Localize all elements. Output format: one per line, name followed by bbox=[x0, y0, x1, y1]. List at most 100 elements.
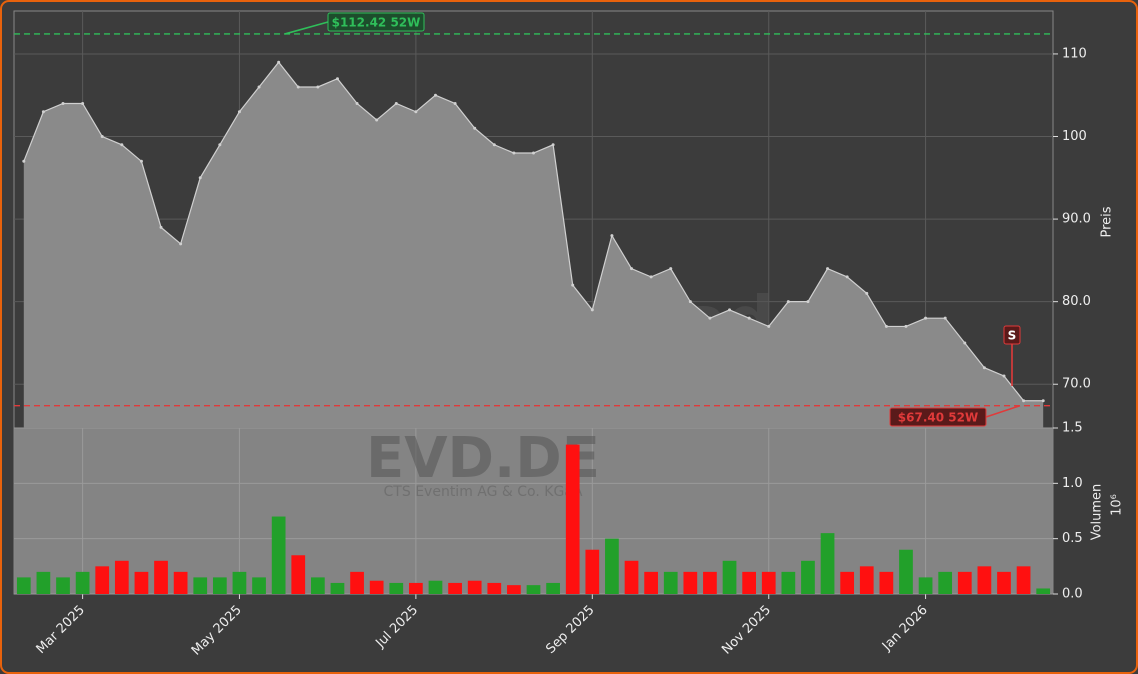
price-point bbox=[943, 316, 947, 320]
price-point bbox=[728, 308, 732, 312]
volume-bar bbox=[644, 571, 658, 594]
volume-bar bbox=[624, 560, 639, 594]
price-point bbox=[982, 366, 986, 370]
volume-bar bbox=[977, 566, 992, 594]
price-point bbox=[1041, 399, 1045, 403]
volume-bar bbox=[957, 571, 972, 594]
price-point bbox=[904, 324, 908, 328]
price-point bbox=[590, 308, 594, 312]
price-point bbox=[257, 85, 261, 89]
volume-bar bbox=[271, 516, 286, 594]
price-point bbox=[532, 151, 535, 155]
price-point bbox=[100, 135, 104, 139]
y2-axis-label: Volumen bbox=[1090, 484, 1105, 541]
volume-bar bbox=[585, 549, 600, 594]
volume-bar bbox=[683, 571, 698, 594]
signal-box bbox=[1003, 325, 1021, 345]
price-point bbox=[630, 267, 634, 271]
y-tick-label: 70.0 bbox=[1062, 377, 1091, 392]
price-point bbox=[786, 300, 790, 304]
price-point bbox=[845, 275, 849, 279]
price-point bbox=[512, 151, 516, 155]
volume-bar bbox=[605, 538, 619, 594]
price-point bbox=[433, 93, 437, 97]
price-point bbox=[924, 316, 928, 320]
price-point bbox=[198, 176, 202, 180]
volume-bar bbox=[95, 566, 110, 594]
price-point bbox=[473, 126, 477, 130]
price-point bbox=[218, 143, 222, 147]
price-point bbox=[120, 143, 124, 147]
volume-bar bbox=[938, 571, 953, 594]
price-point bbox=[335, 77, 339, 81]
volume-bar bbox=[448, 582, 462, 594]
volume-bar bbox=[918, 577, 933, 594]
annotation-arrow bbox=[284, 21, 329, 35]
chart-subtitle: CTS Eventim AG & Co. KGaA bbox=[384, 484, 583, 500]
price-point bbox=[61, 101, 65, 105]
price-point bbox=[551, 143, 555, 147]
volume-bar bbox=[467, 580, 482, 594]
volume-bar bbox=[134, 571, 149, 594]
volume-bar bbox=[526, 585, 541, 594]
y-tick-label: 1.5 bbox=[1062, 421, 1083, 436]
volume-bar bbox=[663, 571, 678, 594]
volume-bar bbox=[546, 582, 560, 594]
volume-bar bbox=[820, 533, 835, 594]
y-tick-label: 0.5 bbox=[1062, 531, 1083, 546]
y-tick-label: 0.0 bbox=[1062, 587, 1083, 602]
y-tick-label: 100 bbox=[1062, 129, 1087, 144]
price-point bbox=[492, 143, 496, 147]
volume-bar bbox=[722, 560, 737, 594]
volume-bar bbox=[997, 571, 1011, 594]
volume-bar bbox=[1036, 588, 1051, 594]
volume-bar bbox=[1016, 566, 1031, 594]
annotation-label: $67.40 52W bbox=[898, 411, 978, 425]
price-point bbox=[394, 101, 398, 105]
price-point bbox=[41, 110, 45, 114]
volume-bar bbox=[859, 566, 874, 594]
y-tick-label: 90.0 bbox=[1062, 212, 1091, 227]
price-point bbox=[1022, 399, 1026, 403]
price-point bbox=[1002, 374, 1006, 378]
price-point bbox=[355, 101, 359, 105]
y-tick-label: 110 bbox=[1062, 46, 1087, 61]
volume-bar bbox=[879, 571, 894, 594]
volume-bar bbox=[389, 582, 404, 594]
volume-bar bbox=[350, 571, 364, 594]
volume-bar bbox=[16, 577, 31, 594]
volume-bar bbox=[330, 582, 345, 594]
volume-bar bbox=[252, 577, 266, 594]
price-point bbox=[610, 234, 614, 238]
price-point bbox=[806, 300, 810, 304]
y2-scale-label: 10⁶ bbox=[1110, 494, 1125, 516]
volume-bar bbox=[565, 444, 580, 594]
price-point bbox=[159, 225, 163, 229]
annotation-label: $112.42 52W bbox=[332, 16, 421, 30]
price-point bbox=[22, 159, 26, 163]
volume-bar bbox=[703, 571, 717, 594]
volume-bar bbox=[310, 577, 325, 594]
price-point bbox=[414, 110, 418, 114]
annotation-box bbox=[889, 407, 987, 427]
volume-bar bbox=[232, 571, 247, 594]
annotation-box bbox=[327, 12, 425, 32]
volume-bar bbox=[173, 571, 188, 594]
y-tick-label: 80.0 bbox=[1062, 294, 1091, 309]
price-area bbox=[23, 62, 1044, 428]
price-point bbox=[963, 341, 967, 345]
volume-bar bbox=[75, 571, 90, 594]
price-point bbox=[688, 300, 692, 304]
volume-bar bbox=[56, 577, 70, 594]
volume-bar bbox=[507, 585, 521, 594]
price-point bbox=[453, 101, 457, 105]
volume-bar bbox=[428, 580, 443, 594]
price-point bbox=[139, 159, 143, 163]
volume-bar bbox=[369, 580, 384, 594]
price-point bbox=[884, 324, 888, 328]
chart-title: EVD.DE bbox=[366, 426, 600, 491]
volume-bar bbox=[899, 549, 913, 594]
volume-bar bbox=[193, 577, 208, 594]
volume-bar bbox=[742, 571, 757, 594]
